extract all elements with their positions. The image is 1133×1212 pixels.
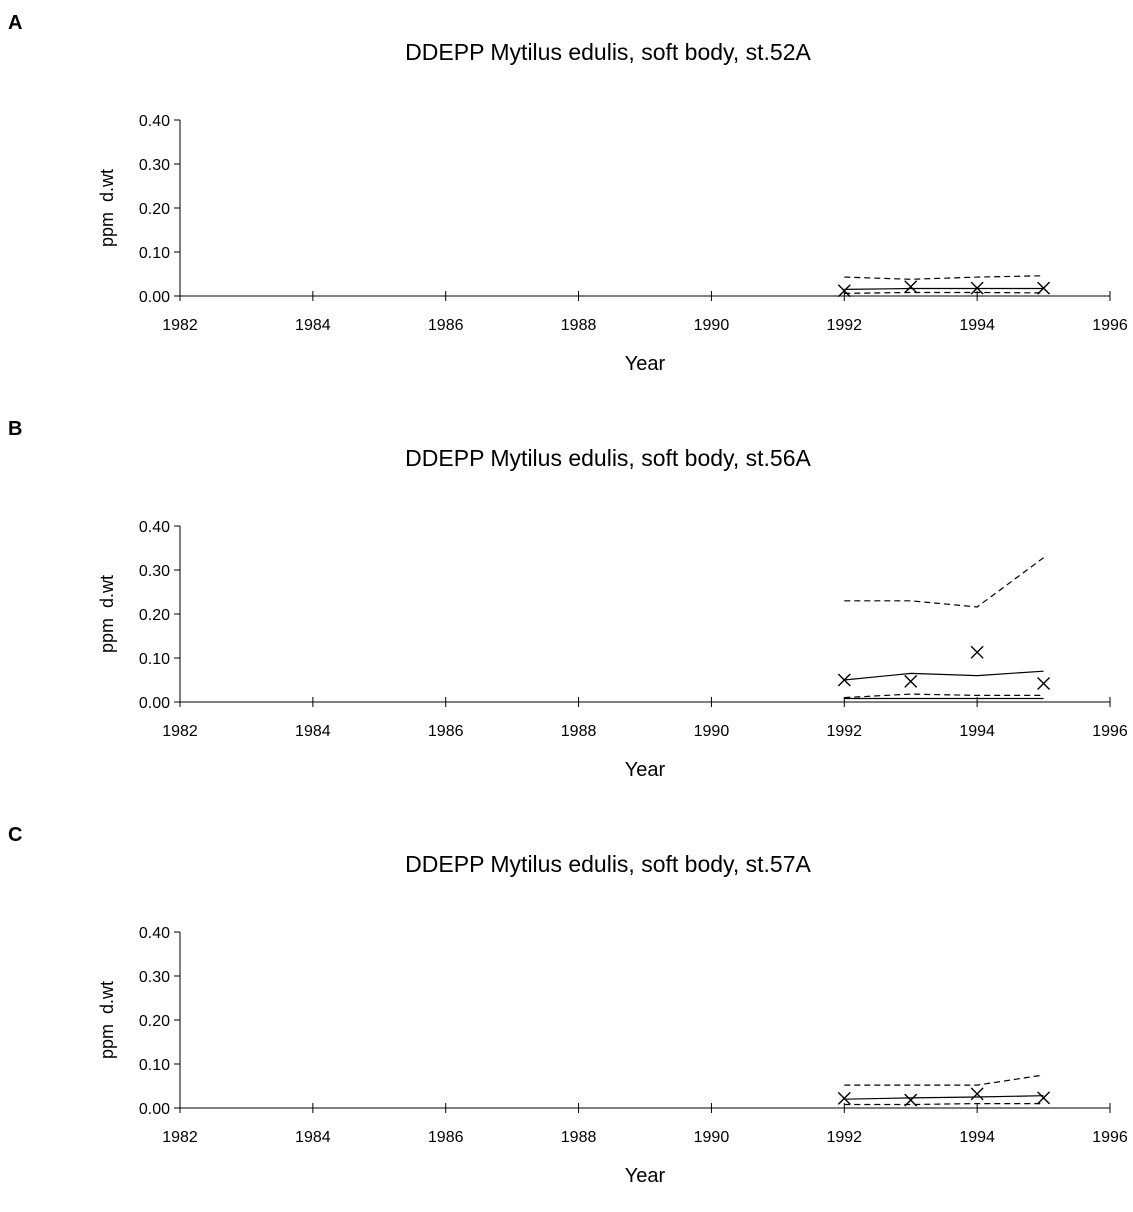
x-tick-label: 1996 [1092,1129,1128,1146]
data-point-marker [970,645,984,659]
marker-stroke [904,674,918,688]
y-axis-label: ppm d.wt [97,169,117,247]
marker-stroke [970,1087,984,1101]
panel-letter: C [8,824,23,846]
x-tick-label: 1986 [428,1129,464,1146]
marker-stroke [837,673,851,687]
y-tick-label: 0.20 [139,1013,170,1030]
x-tick-label: 1982 [162,723,198,740]
y-tick-label: 0.00 [139,289,170,306]
data-point-marker [904,280,918,294]
series-line-dashed [844,557,1044,608]
y-tick-label: 0.10 [139,245,170,262]
chart-panel-c: C DDEPP Mytilus edulis, soft body, st.57… [0,812,1133,1212]
x-tick-label: 1988 [561,1129,597,1146]
chart-title: DDEPP Mytilus edulis, soft body, st.52A [405,39,811,65]
data-point-marker [1037,677,1051,691]
series-line-dashed [844,1074,1044,1086]
y-tick-label: 0.30 [139,563,170,580]
x-tick-label: 1990 [694,723,730,740]
marker-stroke [904,1093,918,1107]
y-tick-label: 0.30 [139,157,170,174]
y-tick-label: 0.20 [139,607,170,624]
y-tick-label: 0.10 [139,651,170,668]
data-point-marker [1037,281,1051,295]
y-tick-label: 0.40 [139,925,170,942]
data-point-marker [837,673,851,687]
x-tick-label: 1996 [1092,723,1128,740]
chart-panel-b: B DDEPP Mytilus edulis, soft body, st.56… [0,406,1133,806]
y-axis-label: ppm d.wt [97,981,117,1059]
y-tick-label: 0.00 [139,695,170,712]
x-tick-label: 1992 [826,317,862,334]
marker-stroke [837,284,851,298]
marker-stroke [970,645,984,659]
x-axis-label: Year [625,1165,666,1187]
series-line-solid [844,287,1044,290]
panel-letter: A [8,12,23,34]
x-tick-label: 1996 [1092,317,1128,334]
y-axis-label: ppm d.wt [97,575,117,653]
y-tick-label: 0.20 [139,201,170,218]
marker-stroke [837,1091,851,1105]
chart-title: DDEPP Mytilus edulis, soft body, st.56A [405,445,811,471]
series-line-solid [844,670,1044,681]
series-line-dashed [844,693,1044,699]
data-point-marker [970,281,984,295]
x-tick-label: 1994 [959,723,995,740]
marker-stroke [1037,677,1051,691]
y-tick-label: 0.40 [139,519,170,536]
y-tick-label: 0.30 [139,969,170,986]
series-line-dashed [844,275,1044,280]
x-tick-label: 1984 [295,1129,331,1146]
data-point-marker [904,674,918,688]
data-point-marker [970,1087,984,1101]
marker-stroke [1037,1091,1051,1105]
chart-svg: DDEPP Mytilus edulis, soft body, st.57A 0… [97,851,1128,1187]
x-tick-label: 1994 [959,317,995,334]
x-tick-label: 1984 [295,317,331,334]
x-tick-label: 1982 [162,317,198,334]
chart-panel-a: A DDEPP Mytilus edulis, soft body, st.52… [0,0,1133,400]
chart-svg: DDEPP Mytilus edulis, soft body, st.56A 0… [97,445,1128,781]
panel-letter: B [8,418,23,440]
series-line-solid [844,1095,1044,1100]
x-tick-label: 1984 [295,723,331,740]
x-tick-label: 1988 [561,317,597,334]
marker-stroke [970,281,984,295]
marker-stroke [904,280,918,294]
x-tick-label: 1992 [826,723,862,740]
y-tick-label: 0.10 [139,1057,170,1074]
chart-title: DDEPP Mytilus edulis, soft body, st.57A [405,851,811,877]
data-point-marker [837,1091,851,1105]
x-axis-label: Year [625,353,666,375]
x-tick-label: 1992 [826,1129,862,1146]
x-axis-label: Year [625,759,666,781]
chart-svg: DDEPP Mytilus edulis, soft body, st.52A 0… [97,39,1128,375]
data-point-marker [837,284,851,298]
series-line-dashed [844,291,1044,294]
data-point-marker [1037,1091,1051,1105]
x-tick-label: 1990 [694,317,730,334]
series-line-dashed [844,1103,1044,1106]
x-tick-label: 1986 [428,317,464,334]
marker-stroke [1037,281,1051,295]
x-tick-label: 1994 [959,1129,995,1146]
data-point-marker [904,1093,918,1107]
y-tick-label: 0.00 [139,1101,170,1118]
x-tick-label: 1990 [694,1129,730,1146]
x-tick-label: 1982 [162,1129,198,1146]
x-tick-label: 1988 [561,723,597,740]
x-tick-label: 1986 [428,723,464,740]
y-tick-label: 0.40 [139,113,170,130]
